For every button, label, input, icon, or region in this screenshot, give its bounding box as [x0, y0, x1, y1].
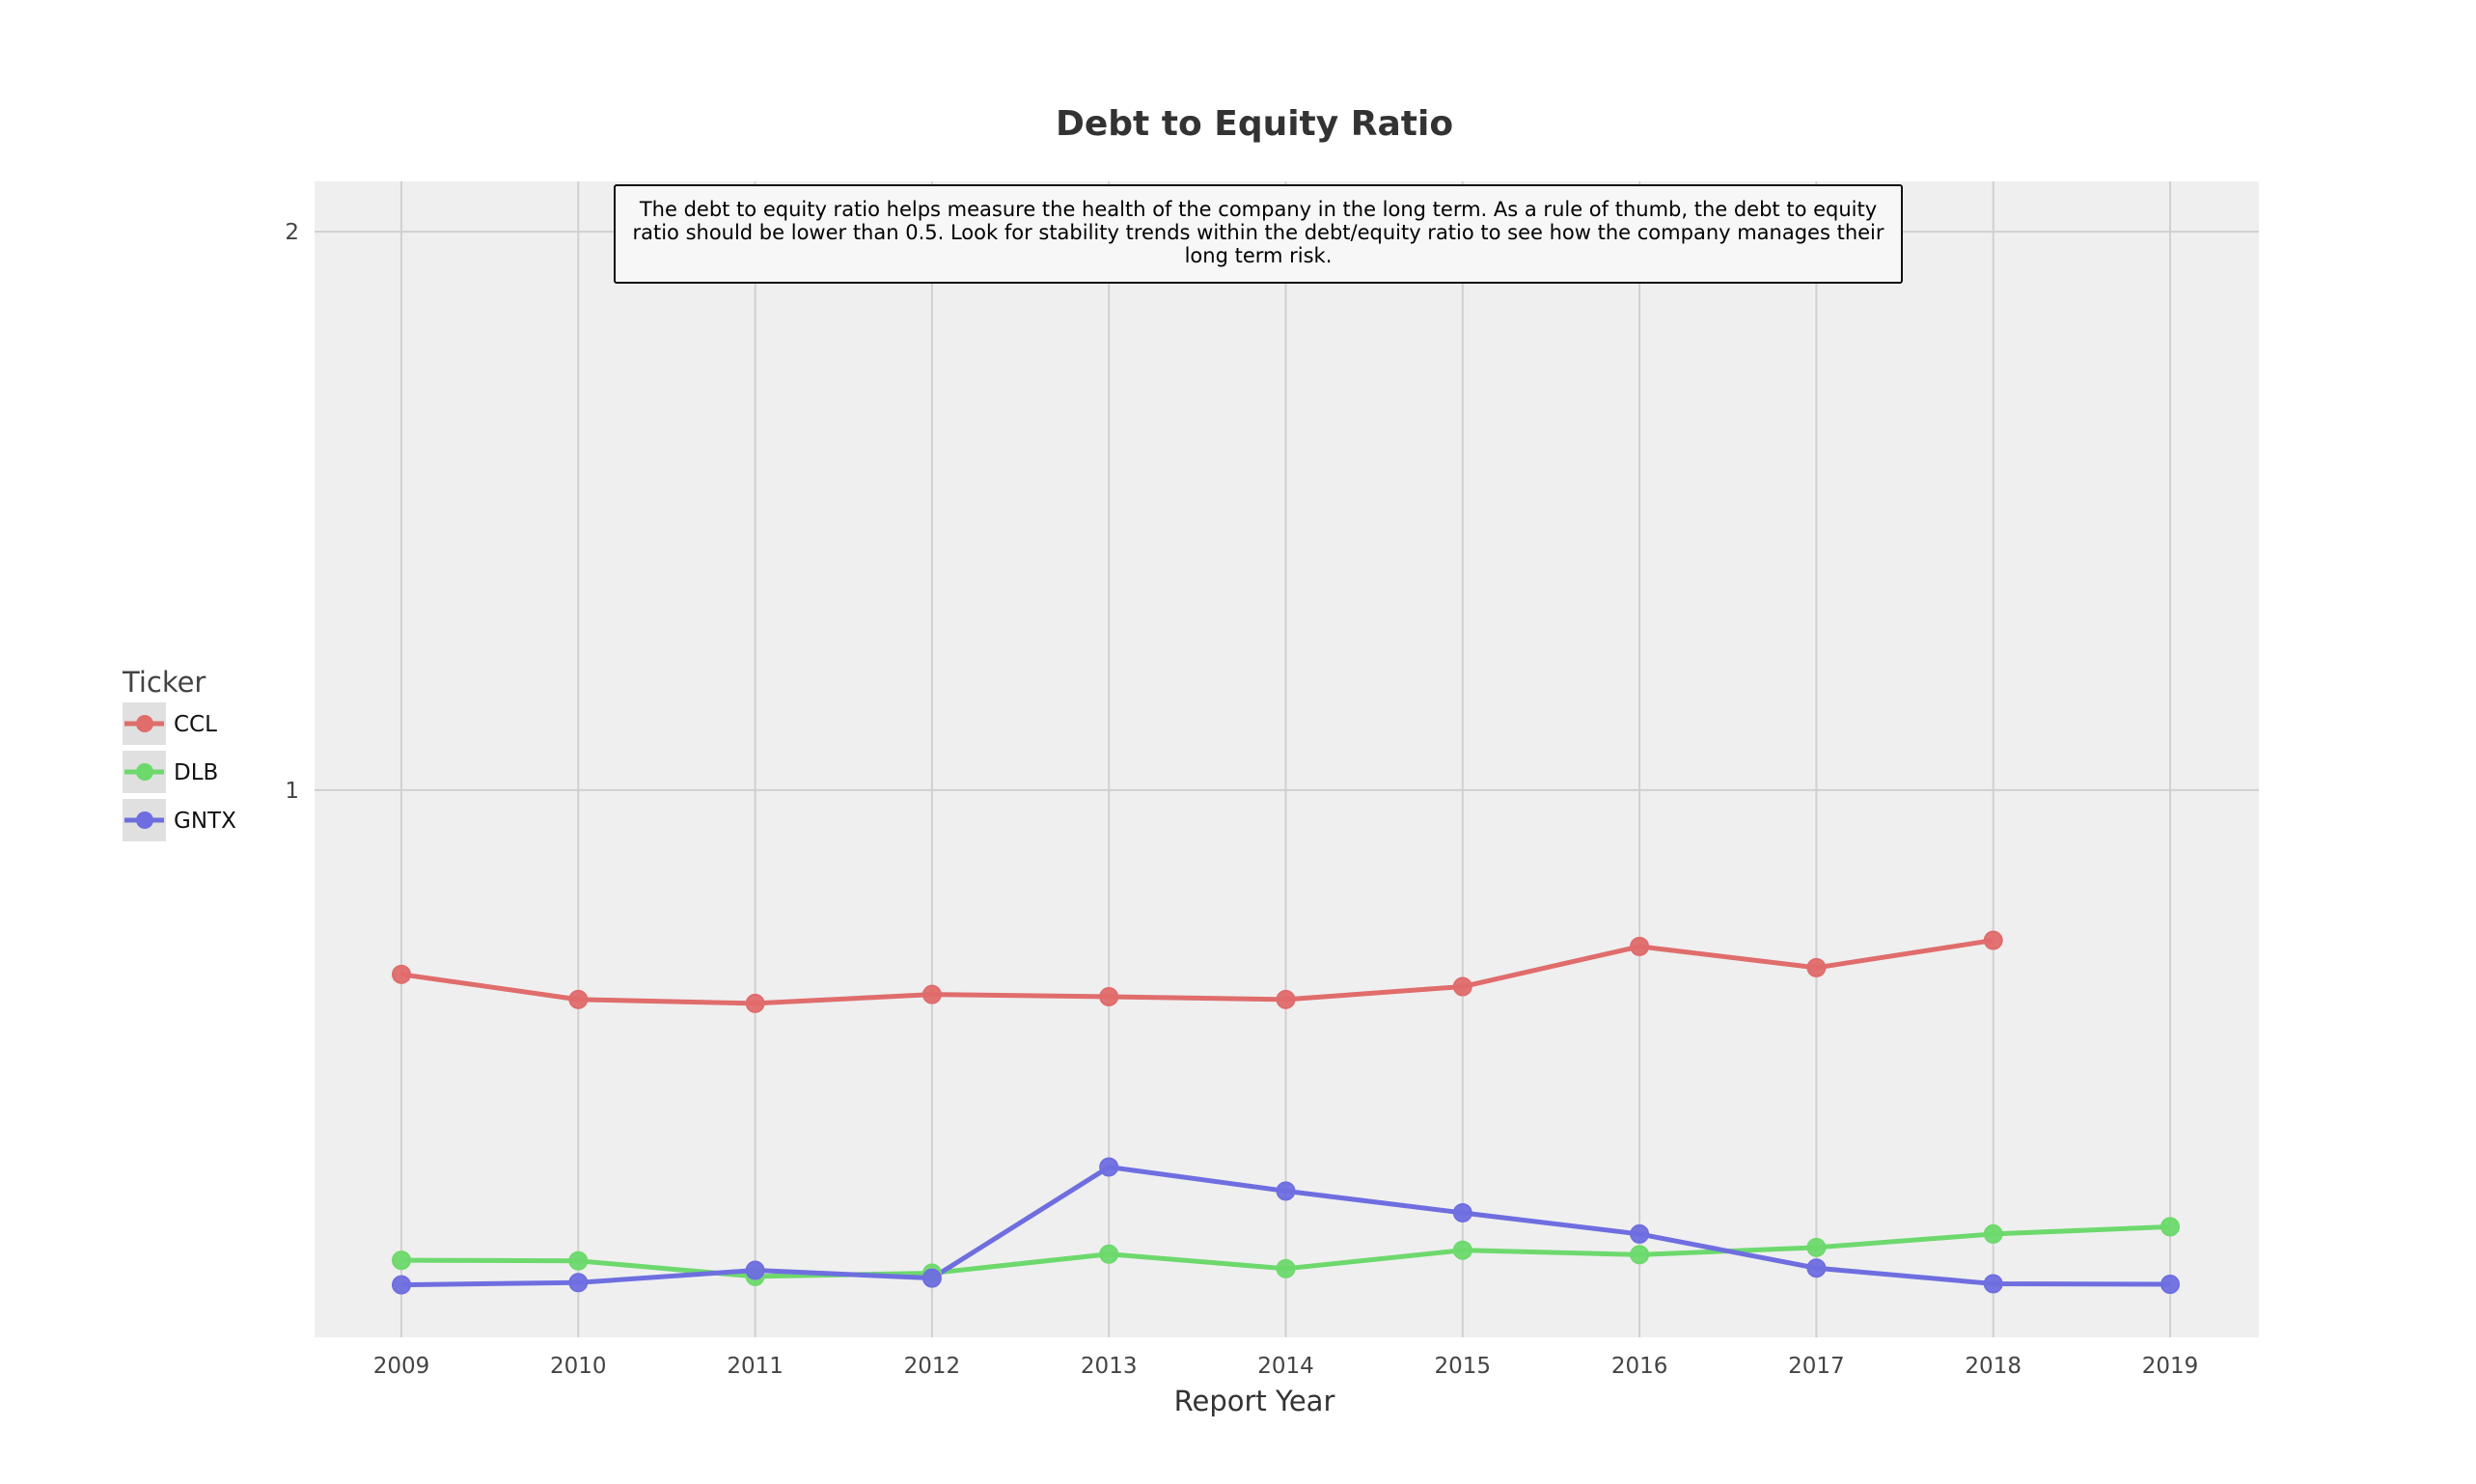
legend-label-dlb: DLB: [174, 760, 218, 785]
legend-title: Ticker: [122, 666, 206, 699]
data-point-gntx[interactable]: [1276, 1181, 1296, 1201]
data-point-gntx[interactable]: [745, 1260, 765, 1280]
data-point-gntx[interactable]: [568, 1273, 589, 1293]
data-point-ccl[interactable]: [1806, 957, 1827, 977]
data-point-ccl[interactable]: [1630, 936, 1650, 956]
x-tick-label: 2014: [1257, 1354, 1314, 1379]
x-tick-label: 2019: [2142, 1354, 2199, 1379]
data-point-dlb[interactable]: [392, 1250, 411, 1271]
annotation-box: The debt to equity ratio helps measure t…: [614, 184, 1903, 284]
y-tick-label: 2: [285, 220, 299, 245]
y-tick-labels: 12: [285, 220, 299, 804]
data-point-ccl[interactable]: [1276, 989, 1296, 1009]
data-point-gntx[interactable]: [1099, 1157, 1119, 1177]
data-point-gntx[interactable]: [2160, 1275, 2180, 1295]
data-point-dlb[interactable]: [1276, 1258, 1296, 1278]
data-point-gntx[interactable]: [1630, 1223, 1650, 1244]
data-point-ccl[interactable]: [1452, 976, 1472, 997]
series-line-ccl: [400, 938, 1995, 1006]
annotation-text: The debt to equity ratio helps measure t…: [632, 198, 1885, 267]
data-point-gntx[interactable]: [1452, 1202, 1472, 1223]
data-point-gntx[interactable]: [392, 1275, 411, 1295]
data-point-ccl[interactable]: [392, 964, 411, 984]
data-point-gntx[interactable]: [1983, 1274, 2003, 1294]
y-tick-label: 1: [285, 779, 299, 804]
x-tick-label: 2012: [904, 1354, 961, 1379]
data-point-dlb[interactable]: [1630, 1245, 1650, 1265]
x-tick-label: 2009: [373, 1354, 430, 1379]
legend-label-ccl: CCL: [174, 712, 217, 737]
chart-title: Debt to Equity Ratio: [1056, 104, 1453, 144]
x-tick-labels: 2009 2010 2011 2012 2013 2014 2015 2016 2017 2018…: [373, 1354, 2199, 1379]
data-point-ccl[interactable]: [1099, 986, 1119, 1006]
legend-item-ccl[interactable]: CCL: [123, 702, 217, 745]
legend-label-gntx: GNTX: [174, 809, 236, 834]
legend-marker-icon: [136, 715, 153, 732]
data-point-dlb[interactable]: [1806, 1237, 1827, 1257]
x-tick-label: 2016: [1611, 1354, 1668, 1379]
series-markers: [392, 930, 2180, 1295]
legend-marker-icon: [136, 811, 153, 829]
x-gridlines: [400, 181, 2171, 1337]
data-point-dlb[interactable]: [568, 1250, 589, 1271]
data-point-ccl[interactable]: [568, 989, 589, 1009]
x-tick-label: 2010: [550, 1354, 607, 1379]
legend-marker-icon: [136, 763, 153, 781]
data-point-dlb[interactable]: [1099, 1244, 1119, 1264]
data-point-gntx[interactable]: [922, 1268, 942, 1288]
data-point-ccl[interactable]: [745, 993, 765, 1013]
data-point-gntx[interactable]: [1806, 1258, 1827, 1278]
x-tick-label: 2018: [1965, 1354, 2022, 1379]
data-point-dlb[interactable]: [2160, 1217, 2180, 1237]
x-tick-label: 2013: [1081, 1354, 1138, 1379]
data-point-dlb[interactable]: [1452, 1240, 1472, 1260]
legend: Ticker CCL DLB GNTX: [122, 666, 236, 841]
x-tick-label: 2015: [1435, 1354, 1492, 1379]
x-tick-label: 2011: [727, 1354, 784, 1379]
data-point-ccl[interactable]: [922, 984, 942, 1004]
data-point-dlb[interactable]: [1983, 1223, 2003, 1244]
x-axis-label: Report Year: [1174, 1385, 1335, 1417]
legend-item-dlb[interactable]: DLB: [123, 751, 218, 793]
x-tick-label: 2017: [1788, 1354, 1845, 1379]
legend-item-gntx[interactable]: GNTX: [123, 799, 236, 841]
data-point-ccl[interactable]: [1983, 930, 2003, 950]
